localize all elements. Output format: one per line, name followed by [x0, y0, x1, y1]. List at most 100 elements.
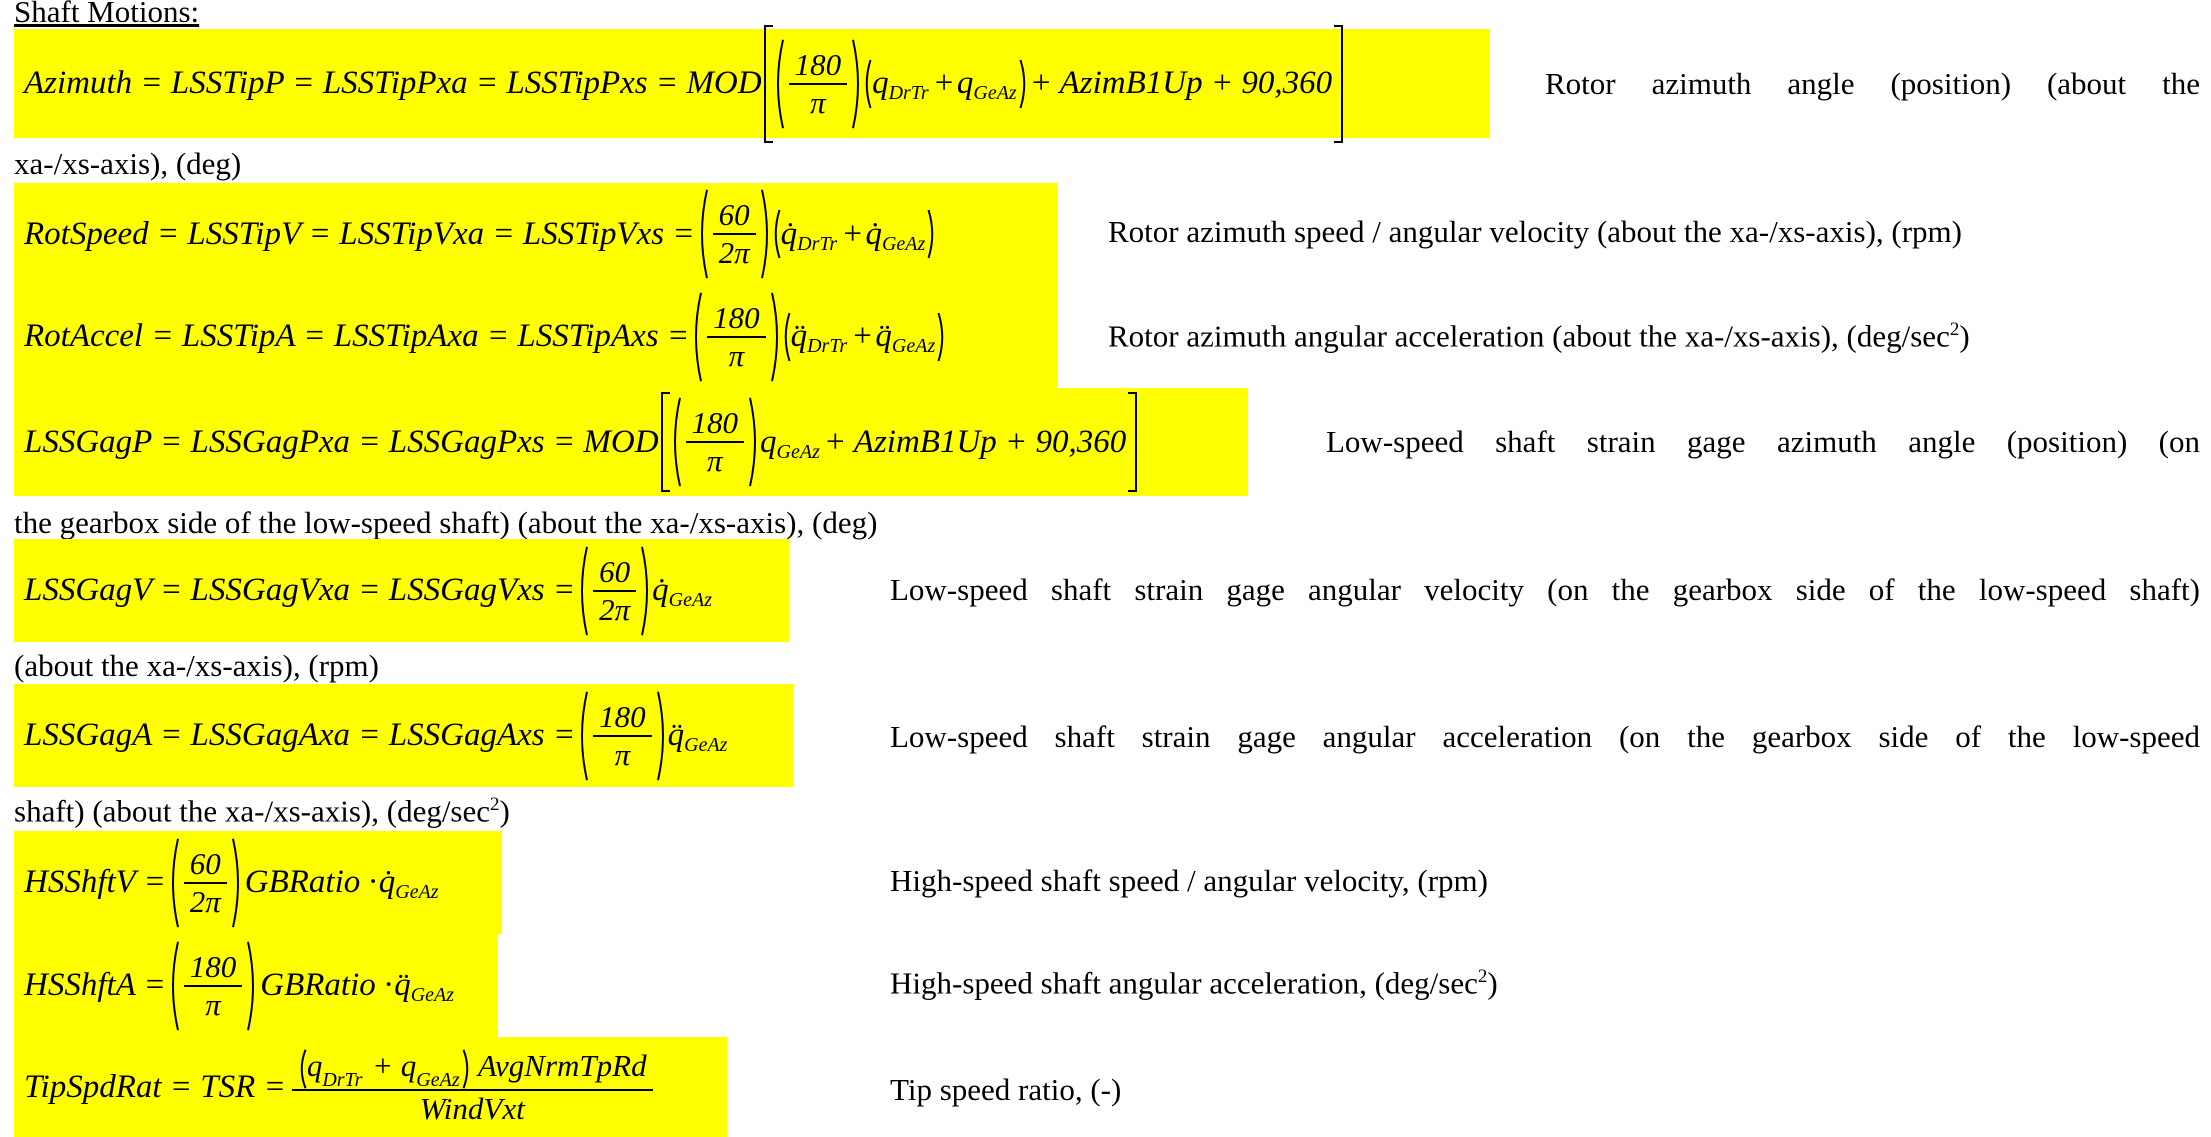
description-continued: xa-/xs-axis), (deg) [14, 146, 242, 181]
right-paren [462, 1049, 471, 1089]
denominator: π [205, 986, 221, 1022]
fraction: 60 2π [712, 197, 756, 270]
fraction: 180 π [707, 300, 766, 373]
description-text: High-speed shaft angular acceleration, (… [890, 965, 1478, 1001]
q-dot-symbol: q̇ [652, 572, 669, 608]
plus-sign: + [932, 65, 955, 101]
superscript: 2 [1949, 319, 1960, 340]
right-paren [656, 690, 668, 782]
right-paren [937, 312, 946, 362]
right-paren [927, 209, 936, 259]
left-paren [298, 1049, 307, 1089]
subscript: GeAz [973, 82, 1017, 104]
q-symbol: q [872, 65, 889, 101]
eq-tail: + AzimB1Up + 90,360 [823, 423, 1127, 460]
fraction: 60 2π [593, 554, 637, 627]
equation-lssgaga: LSSGagA = LSSGagAxa = LSSGagAxs = 180 π q… [14, 684, 794, 787]
subscript: DrTr [322, 1068, 363, 1091]
description: Low-speed shaft strain gage angular velo… [890, 572, 2200, 607]
eq-lhs: HSShftV = [24, 864, 166, 900]
description-text: shaft) (about the xa-/xs-axis), (deg/sec [14, 793, 491, 829]
numerator: 60 [593, 554, 637, 592]
right-paren [851, 38, 863, 130]
plus-sign: + [841, 215, 864, 252]
left-paren [577, 545, 589, 637]
denominator: π [614, 736, 631, 772]
right-paren [640, 545, 652, 637]
plus-sign: + [851, 318, 874, 354]
eq-lhs: RotAccel = LSSTipA = LSSTipAxa = LSSTipA… [24, 318, 690, 354]
subscript: GeAz [410, 984, 455, 1006]
fraction: qDrTr + qGeAz AvgNrmTpRd WindVxt [291, 1047, 653, 1127]
left-paren [168, 837, 180, 929]
left-paren [670, 396, 682, 488]
denominator: 2π [599, 591, 631, 627]
equation-rotaccel: RotAccel = LSSTipA = LSSTipAxa = LSSTipA… [14, 285, 1058, 388]
description-continued: shaft) (about the xa-/xs-axis), (deg/sec… [14, 795, 510, 826]
left-paren [697, 188, 709, 280]
right-paren [760, 188, 772, 280]
fraction: 60 2π [183, 846, 227, 919]
eq-tail: + AzimB1Up + 90,360 [1029, 65, 1333, 101]
numerator: 180 [593, 699, 652, 737]
numerator: 60 [183, 846, 227, 884]
left-paren [863, 59, 872, 109]
left-paren [773, 38, 785, 130]
equation-azimuth: Azimuth = LSSTipP = LSSTipPxa = LSSTipPx… [14, 24, 1490, 143]
subscript: DrTr [807, 335, 848, 357]
numerator: qDrTr + qGeAz AvgNrmTpRd [291, 1047, 653, 1091]
numerator: 180 [788, 47, 848, 85]
description-end: ) [499, 793, 510, 829]
fraction: 180 π [593, 699, 652, 772]
q-symbol: q [400, 1047, 417, 1083]
description: High-speed shaft speed / angular velocit… [890, 863, 1488, 898]
eq-lhs: LSSGagP = LSSGagPxa = LSSGagPxs = MOD [24, 423, 659, 460]
superscript: 2 [1477, 966, 1488, 987]
left-paren [168, 940, 180, 1032]
description-text: Rotor azimuth angular acceleration (abou… [1108, 318, 1950, 354]
eq-lhs: Azimuth = LSSTipP = LSSTipPxa = LSSTipPx… [24, 65, 762, 101]
subscript: GeAz [395, 881, 439, 903]
eq-lhs: RotSpeed = LSSTipV = LSSTipVxa = LSSTipV… [24, 215, 695, 252]
fraction: 180 π [685, 405, 745, 478]
equation-tipspdrat: TipSpdRat = TSR = qDrTr + qGeAz AvgNrmTp… [14, 1037, 727, 1137]
subscript: GeAz [776, 440, 820, 463]
subscript: GeAz [891, 335, 936, 357]
right-paren [231, 837, 243, 929]
numerator: 180 [183, 949, 243, 987]
subscript: GeAz [881, 232, 926, 255]
subscript: GeAz [684, 734, 728, 756]
fraction: 180 π [788, 47, 848, 120]
right-paren [770, 291, 782, 383]
denominator: π [707, 443, 723, 478]
numerator: 180 [685, 405, 745, 443]
description-continued: (about the xa-/xs-axis), (rpm) [14, 648, 379, 683]
q-ddot-symbol: q̈ [875, 318, 892, 354]
numerator-term: AvgNrmTpRd [477, 1047, 647, 1083]
right-paren [246, 940, 258, 1032]
right-paren [1019, 59, 1028, 109]
numerator: 180 [707, 300, 766, 338]
equation-hsshfta: HSShftA = 180 π GBRatio · q̈ GeAz [14, 934, 498, 1037]
left-paren [577, 690, 589, 782]
eq-lhs: TipSpdRat = TSR = [24, 1068, 286, 1105]
denominator: 2π [189, 883, 221, 919]
eq-lhs: LSSGagA = LSSGagAxa = LSSGagAxs = [24, 717, 576, 753]
q-dot-symbol: q̇ [865, 215, 882, 252]
left-bracket [763, 24, 773, 143]
q-symbol: q [956, 65, 974, 101]
description: High-speed shaft angular acceleration, (… [890, 967, 1498, 998]
description: Tip speed ratio, (-) [890, 1072, 1122, 1107]
gbratio-term: GBRatio · [244, 864, 377, 900]
subscript: GeAz [416, 1068, 460, 1091]
description: Rotor azimuth angular acceleration (abou… [1108, 320, 1970, 351]
description: Low-speed shaft strain gage angular acce… [890, 719, 2200, 754]
q-dot-symbol: q̇ [378, 864, 396, 900]
description-end: ) [1487, 965, 1498, 1001]
left-bracket [660, 392, 670, 492]
denominator: WindVxt [419, 1090, 525, 1126]
right-bracket [1334, 24, 1344, 143]
subscript: DrTr [888, 82, 929, 104]
subscript: GeAz [668, 589, 712, 611]
left-paren [772, 209, 781, 259]
